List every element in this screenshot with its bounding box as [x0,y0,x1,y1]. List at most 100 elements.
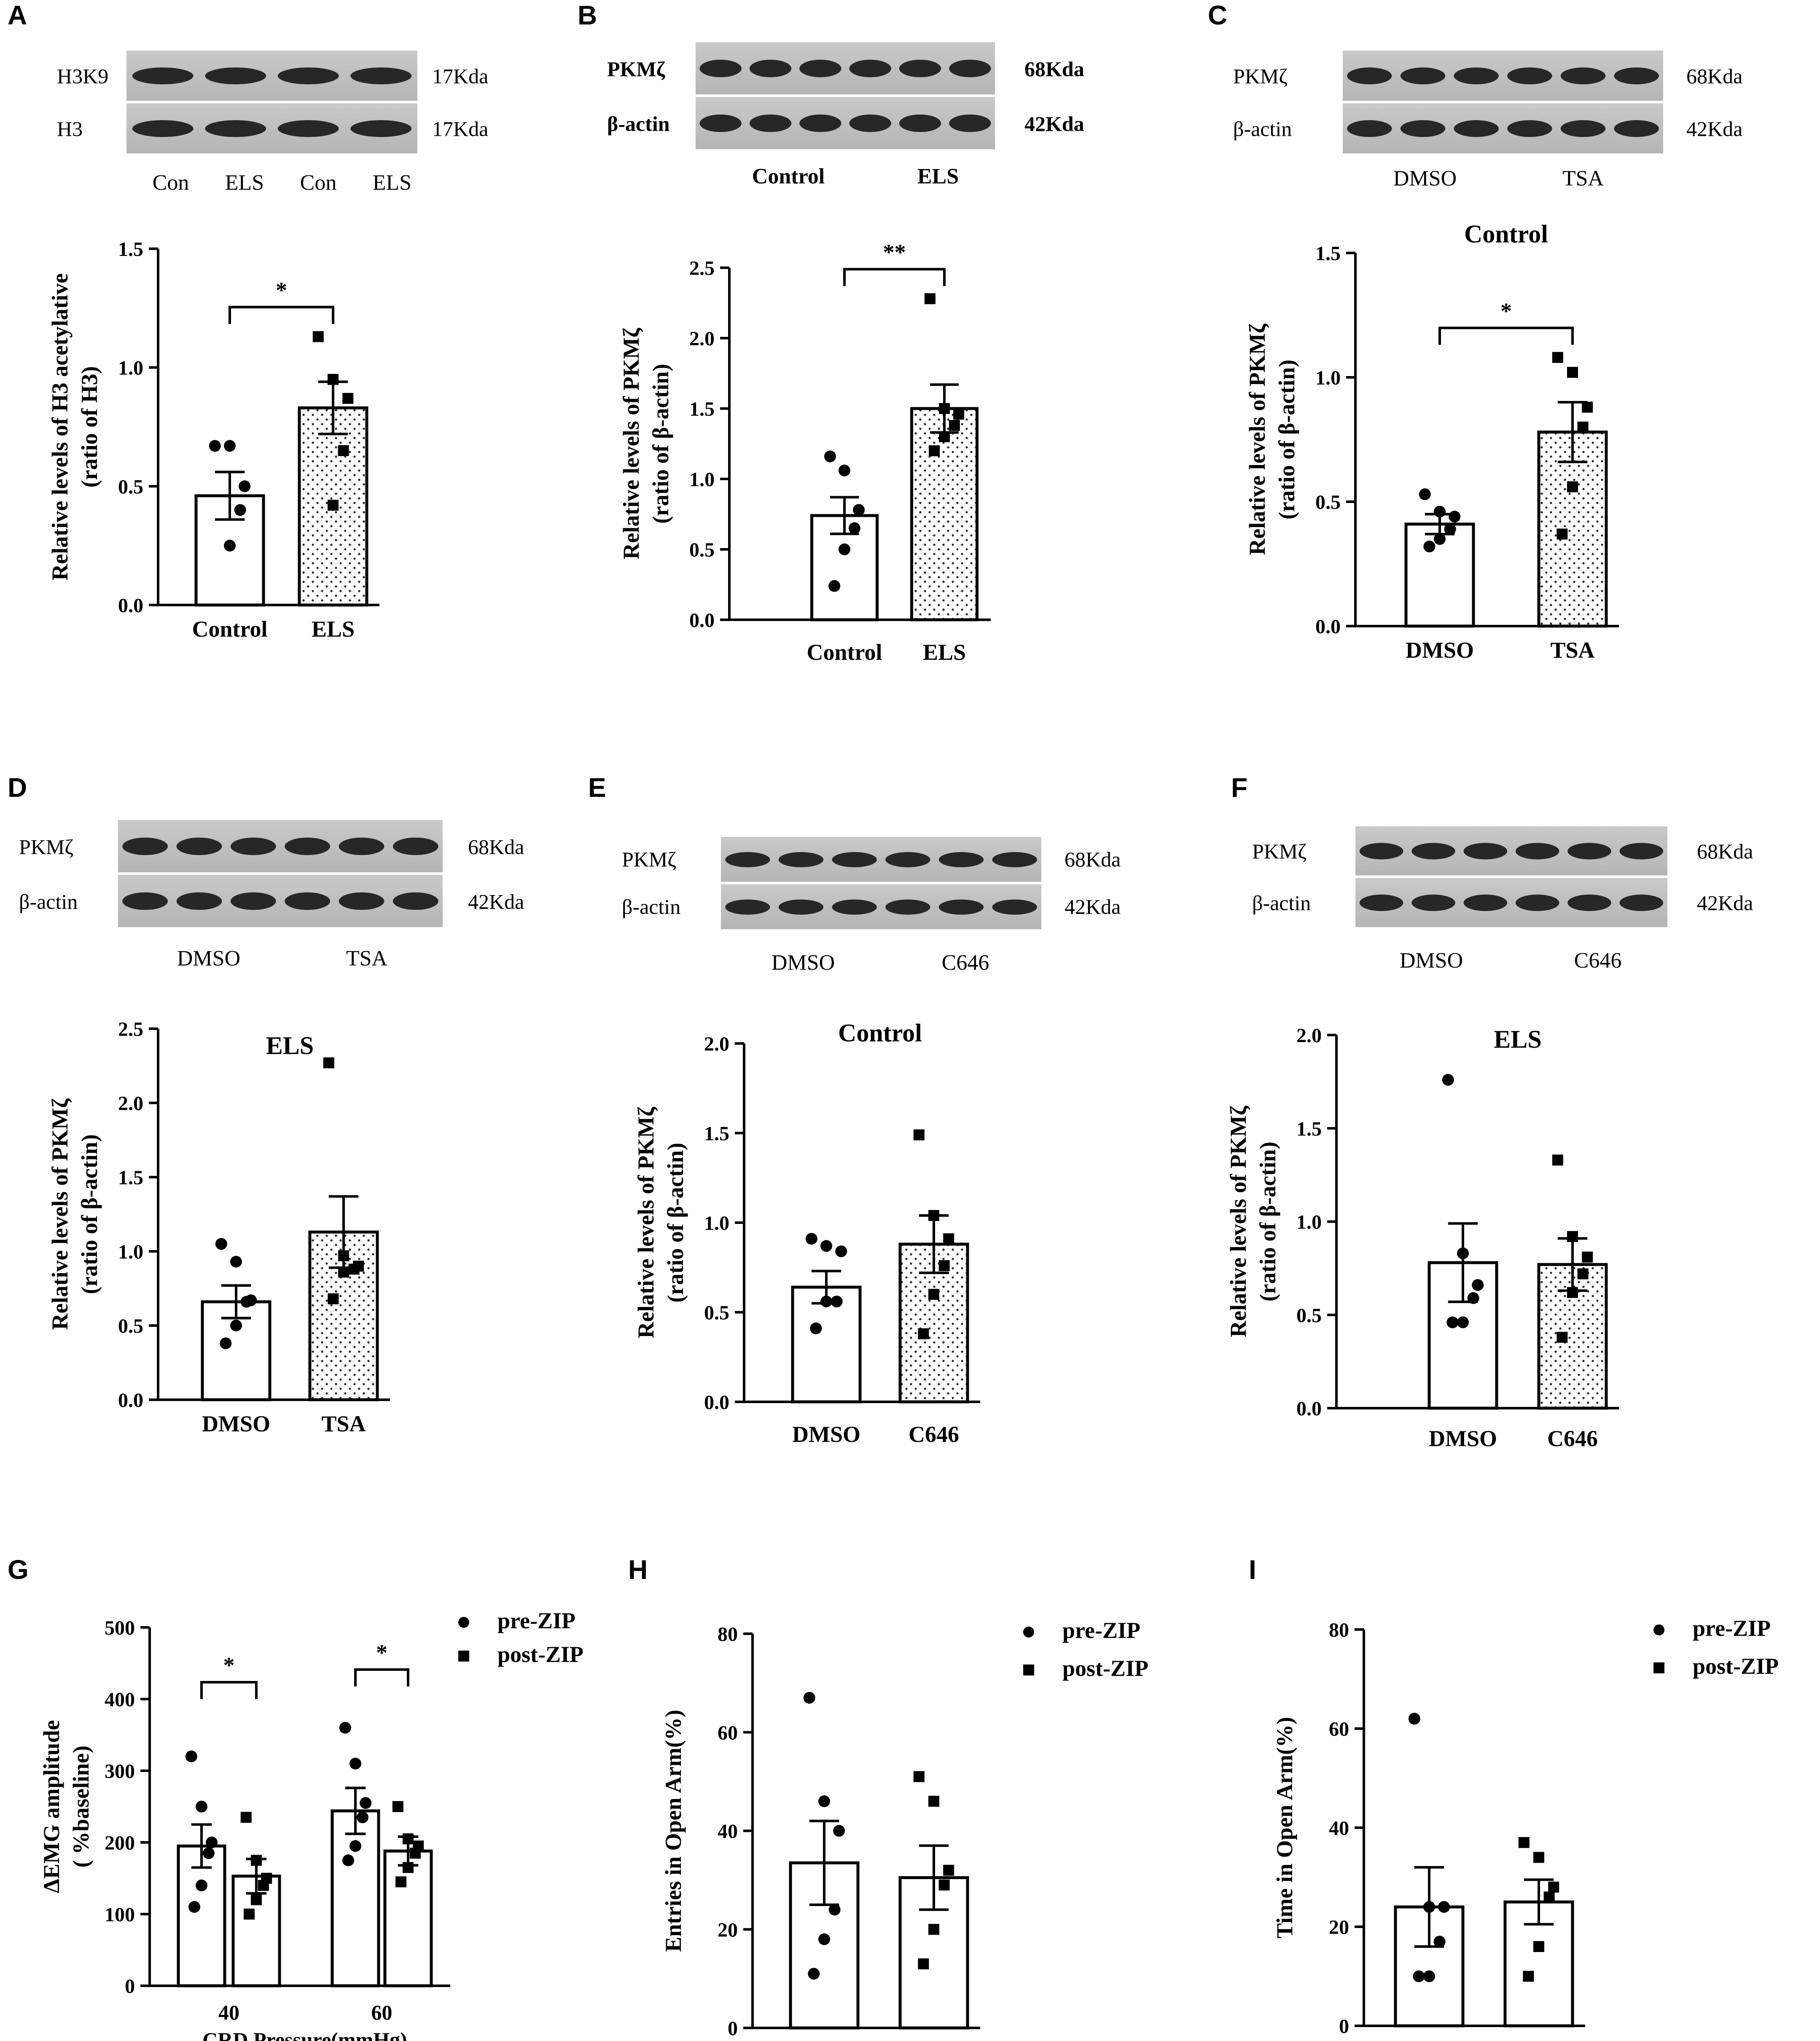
data-point [1467,1292,1479,1304]
band-size: 42Kda [1686,117,1742,141]
legend-marker-circle [1653,1624,1664,1635]
x-axis-label: CRD Pressure(mmHg) [202,2028,407,2041]
western-blot: PKMζ 68Kda β-actin 42Kda DMSO TSA [1233,51,1742,191]
data-point [1523,1971,1534,1982]
y-tick-label: 2.5 [689,257,715,280]
data-point [356,1811,368,1823]
blot-strip [1355,878,1667,927]
bar [201,1300,272,1401]
significance-label: * [223,1653,235,1678]
y-tick-label: 2.0 [704,1033,729,1055]
blot-band [699,114,742,132]
data-point [338,1267,349,1278]
blot-band [1347,67,1392,84]
x-tick-label: DMSO [792,1422,860,1447]
blot-band [1614,67,1659,84]
y-tick-label: 0 [1339,2015,1349,2038]
band-size: 17Kda [432,65,488,88]
y-tick-label: 20 [718,1919,738,1941]
data-point [943,1865,954,1876]
bar [177,1845,226,1987]
y-tick-label: 1.0 [1296,1211,1322,1234]
data-point [1543,1891,1555,1903]
blot-band [1411,843,1455,860]
band-name: β-actin [19,890,78,914]
blot-band [899,59,941,78]
blot-strip [118,820,443,872]
data-point [835,1245,847,1257]
x-tick-label: TSA [321,1411,366,1436]
legend-label: post-ZIP [497,1642,583,1667]
bar [383,1849,433,1987]
band-name: PKMζ [19,835,73,859]
x-tick-label: DMSO [202,1411,270,1436]
x-tick-label: DMSO [1406,637,1474,663]
y-tick-label: 0.0 [1315,616,1341,638]
data-point [818,1933,830,1945]
legend-label: post-ZIP [1062,1656,1148,1681]
data-point [913,1771,925,1782]
blot-band [230,892,276,910]
blot-strip [696,42,995,94]
data-point [810,1322,822,1334]
band-size: 68Kda [1065,847,1121,871]
x-tick-label: ELS [923,640,966,665]
blot-band [285,892,331,910]
band-size: 17Kda [432,117,488,141]
significance-bracket [1438,326,1574,345]
data-point [206,1837,218,1848]
blot-band [1614,120,1659,137]
lane-label: Con [153,171,189,195]
data-point [1434,533,1446,545]
panel-letter: E [588,772,606,803]
data-point [1557,528,1568,540]
blot-band [938,899,984,915]
blot-band [1619,894,1664,911]
data-point [409,1847,421,1859]
legend-label: pre-ZIP [497,1608,575,1633]
western-blot: PKMζ 68Kda β-actin 42Kda DMSO TSA [19,820,524,971]
blot-band [832,852,877,867]
blot-band [1507,120,1552,137]
blot-band [1454,67,1499,84]
data-point [220,1337,232,1350]
y-axis-label: Entries in Open Arm(%) [661,1710,686,1952]
data-point [349,1840,361,1852]
blot-band [205,67,266,84]
lane-label: C646 [942,951,989,975]
significance-label: * [376,1640,387,1665]
band-size: 42Kda [1065,895,1121,918]
blot-band [1515,894,1559,911]
y-tick-label: 80 [718,1623,738,1646]
panel-I: I 0 20 40 60 80 Time in Open Arm(%) pre-ZIP post… [1249,1554,1779,2038]
data-point [1423,1970,1435,1982]
data-point [1533,1941,1544,1952]
data-point [938,1260,950,1271]
y-tick-label: 20 [1329,1916,1349,1939]
y-tick-label: 200 [105,1832,135,1854]
band-size: 42Kda [1024,112,1084,136]
lane-label: ELS [225,171,264,195]
data-point [928,1796,939,1807]
blot-band [1515,843,1559,860]
panel-F: F PKMζ 68Kda β-actin 42Kda DMSO C646 0.0 0.5 1.0 1… [1226,772,1753,1451]
panel-A: A H3K9 17Kda H3 17Kda Con ELS Con ELS 0.0 0.5 1.0 1.… [8,0,488,642]
data-point [338,1250,349,1261]
data-point [929,445,940,457]
legend-marker-square [458,1651,469,1662]
y-tick-label: 80 [1329,1619,1349,1641]
blot-band [1567,894,1611,911]
blot-band [949,114,991,132]
panel-letter: F [1231,772,1247,803]
blot-band [392,837,438,855]
data-point [953,409,965,420]
data-point [339,1722,351,1734]
y-tick-label: 1.0 [1315,367,1341,389]
data-point [239,480,251,492]
panel-letter: I [1249,1554,1256,1585]
western-blot: PKMζ 68Kda β-actin 42Kda Control ELS [607,42,1084,188]
blot-strip [1343,51,1663,101]
lane-label: DMSO [1400,949,1463,973]
blot-band [285,837,331,855]
